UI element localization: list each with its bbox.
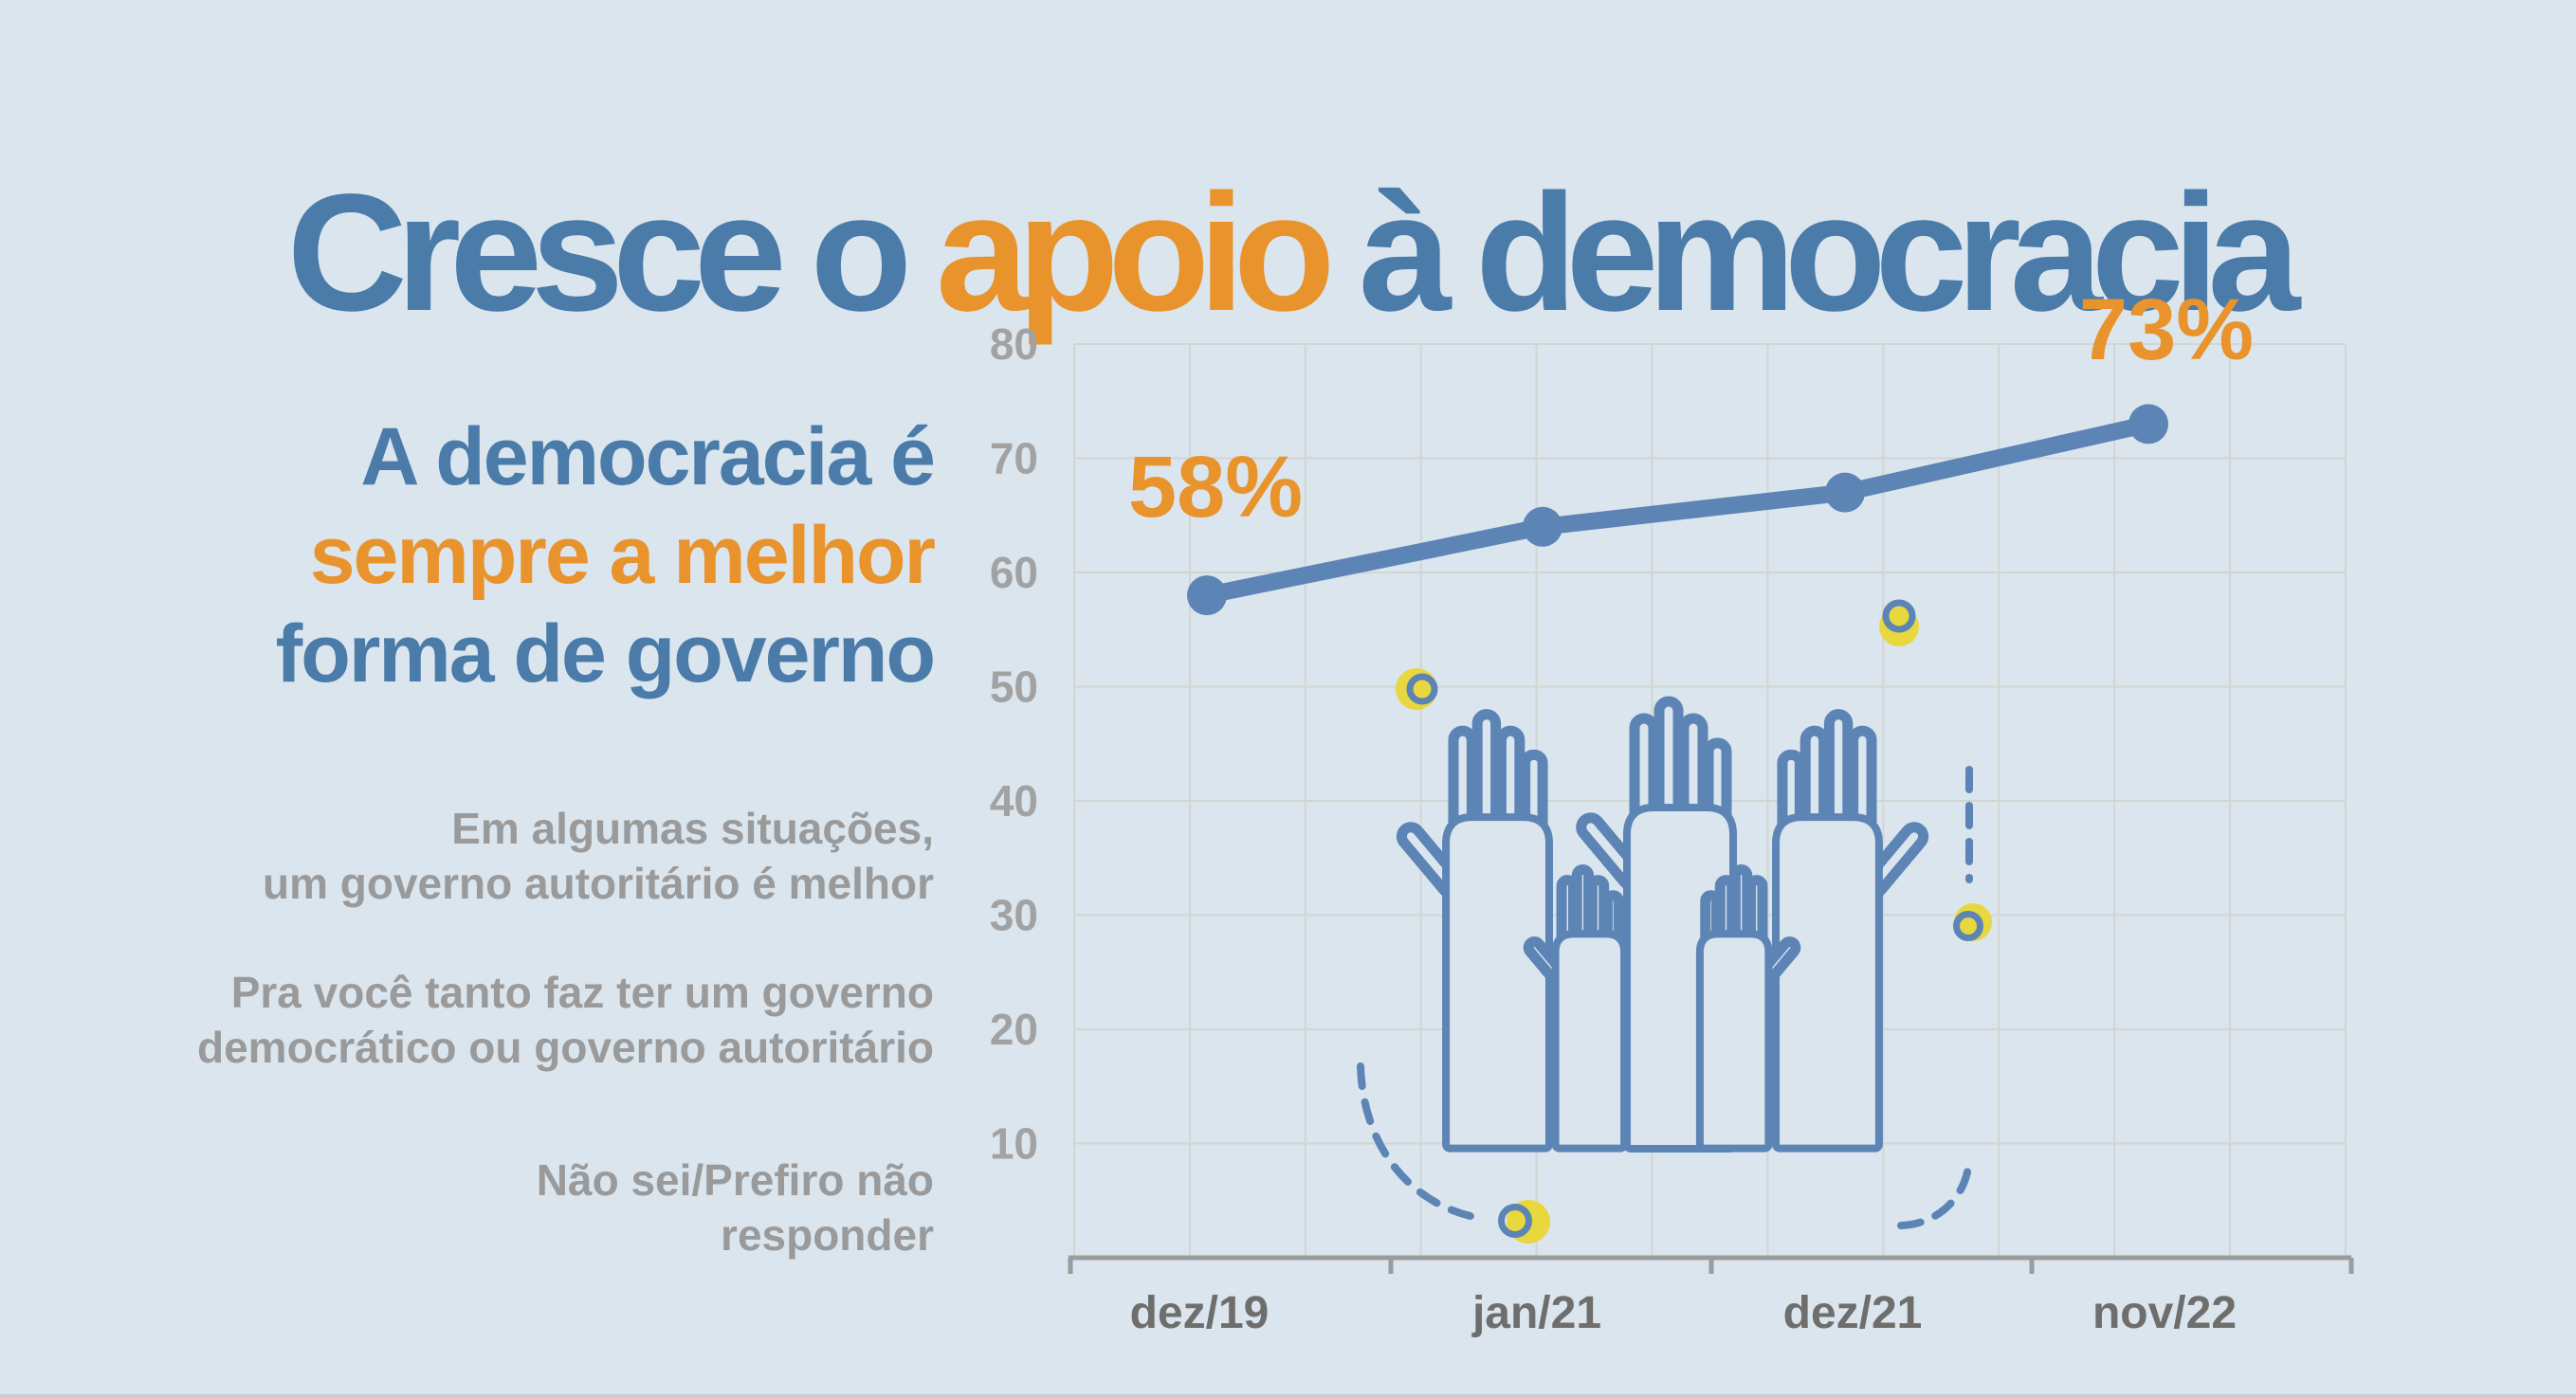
title-prefix: Cresce o	[286, 159, 937, 346]
raised-hand-icon	[1780, 715, 1927, 1145]
main-series-line-2: sempre a melhor	[309, 510, 936, 601]
title-highlight: apoio	[936, 159, 1335, 346]
point-value-label: 73%	[2079, 284, 2254, 378]
axis-layer	[1068, 1255, 2354, 1274]
line-chart: 10 20 30 40 50 60 70 80 dez/19 jan/21 dez/21 nov/22…	[990, 284, 2354, 1338]
y-axis-label: 80	[990, 319, 1038, 369]
data-point	[2128, 404, 2168, 445]
title-suffix: à democracia	[1324, 159, 2300, 346]
dot-accent-icon	[1953, 903, 1992, 941]
y-axis-label: 20	[990, 1005, 1038, 1054]
dashed-arc-icon	[1357, 1062, 1483, 1222]
x-axis-label: dez/21	[1783, 1288, 1923, 1338]
data-point	[1187, 575, 1227, 616]
answer-label-indifferent: Pra você tanto faz ter um governo democr…	[197, 965, 934, 1075]
y-axis-label: 70	[990, 434, 1038, 483]
page-title: Cresce o apoio à democracia	[0, 157, 2576, 349]
answer-3-line-1: Não sei/Prefiro não	[536, 1155, 934, 1205]
main-series-line-1: A democracia é	[360, 411, 936, 502]
x-axis-label: dez/19	[1130, 1288, 1270, 1338]
hands-illustration	[1398, 701, 1927, 1145]
answer-3-line-2: responder	[721, 1210, 934, 1260]
dashed-arc-icon	[1897, 1153, 1973, 1229]
series-line	[1198, 415, 2157, 605]
point-value-label: 58%	[1128, 439, 1303, 536]
decor-layer	[1357, 599, 1992, 1244]
dot-accent-icon	[1396, 668, 1438, 710]
x-axis-label: jan/21	[1471, 1288, 1601, 1338]
x-axis-label: nov/22	[2092, 1288, 2237, 1338]
main-series-label: A democracia é sempre a melhor forma de …	[275, 408, 936, 703]
data-point	[1523, 506, 1562, 547]
main-series-line-3: forma de governo	[275, 608, 936, 699]
answer-2-line-2: democrático ou governo autoritário	[197, 1023, 934, 1072]
answer-label-dont-know: Não sei/Prefiro não responder	[537, 1153, 934, 1262]
answer-1-line-2: um governo autoritário é melhor	[263, 859, 934, 908]
dot-accent-icon	[1879, 599, 1919, 646]
answer-label-authoritarian: Em algumas situações, um governo autorit…	[263, 801, 934, 911]
data-point	[1825, 472, 1865, 513]
dot-accent-icon	[1498, 1200, 1550, 1244]
y-axis-label: 50	[990, 663, 1038, 712]
y-axis-label: 30	[990, 891, 1038, 940]
label-layer: 10 20 30 40 50 60 70 80 dez/19 jan/21 dez/21 nov/22…	[990, 284, 2254, 1338]
y-axis-label: 60	[990, 548, 1038, 597]
series-layer	[1187, 404, 2168, 616]
answer-2-line-1: Pra você tanto faz ter um governo	[230, 968, 934, 1017]
answer-1-line-1: Em algumas situações,	[451, 804, 934, 853]
bottom-divider	[0, 1394, 2576, 1398]
y-axis-label: 40	[990, 776, 1038, 826]
y-axis-label: 10	[990, 1119, 1038, 1169]
